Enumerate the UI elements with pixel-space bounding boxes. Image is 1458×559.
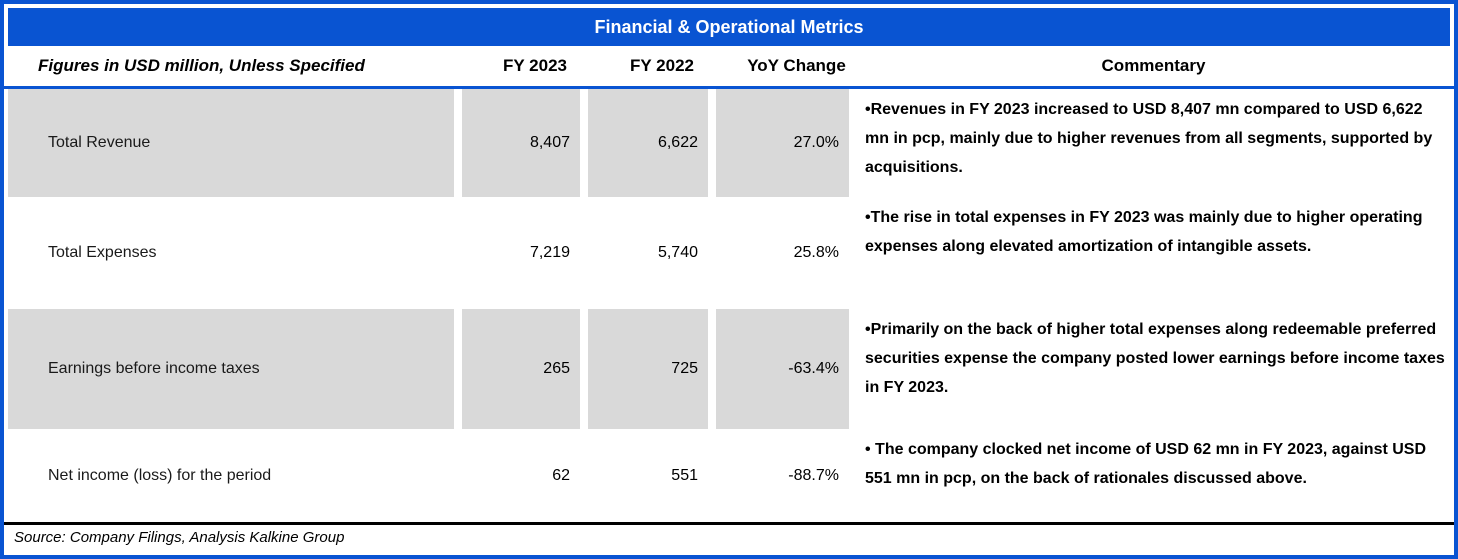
fy2023-value: 265	[462, 309, 580, 429]
column-header-yoy: YoY Change	[747, 56, 846, 75]
fy2022-value: 725	[588, 309, 708, 429]
yoy-value: 25.8%	[793, 244, 839, 261]
column-header-commentary: Commentary	[1101, 56, 1206, 75]
metric-label: Net income (loss) for the period	[48, 466, 272, 484]
table-row: Earnings before income taxes 265 725 -63…	[8, 309, 1450, 429]
yoy-value: -63.4%	[716, 309, 849, 429]
table-row: Net income (loss) for the period 62 551 …	[8, 429, 1450, 522]
fy2023-value: 62	[552, 466, 570, 484]
table-header-row: Figures in USD million, Unless Specified…	[8, 46, 1450, 86]
commentary-text: •Primarily on the back of higher total e…	[865, 321, 1445, 396]
yoy-value: -88.7%	[788, 466, 839, 484]
commentary-text: •Revenues in FY 2023 increased to USD 8,…	[865, 101, 1433, 176]
fy2023-value: 8,407	[462, 89, 580, 197]
metric-label: Total Expenses	[48, 244, 157, 261]
fy2022-value: 6,622	[588, 89, 708, 197]
column-header-figures: Figures in USD million, Unless Specified	[38, 56, 365, 75]
commentary-text: •The rise in total expenses in FY 2023 w…	[865, 209, 1423, 255]
fy2022-value: 5,740	[657, 244, 698, 261]
column-header-fy2022: FY 2022	[630, 56, 694, 75]
table-row: Total Expenses 7,219 5,740 25.8% •The ri…	[8, 197, 1450, 309]
footer-divider	[4, 522, 1454, 525]
metric-label: Total Revenue	[8, 89, 454, 197]
commentary-text: • The company clocked net income of USD …	[865, 441, 1427, 487]
panel-title: Financial & Operational Metrics	[8, 8, 1450, 46]
header-divider	[4, 86, 1454, 89]
fy2022-value: 551	[671, 466, 698, 484]
table-row: Total Revenue 8,407 6,622 27.0% •Revenue…	[8, 89, 1450, 197]
yoy-value: 27.0%	[716, 89, 849, 197]
metric-label: Earnings before income taxes	[8, 309, 454, 429]
fy2023-value: 7,219	[529, 244, 570, 261]
source-note: Source: Company Filings, Analysis Kalkin…	[14, 528, 345, 546]
column-header-fy2023: FY 2023	[503, 56, 567, 75]
